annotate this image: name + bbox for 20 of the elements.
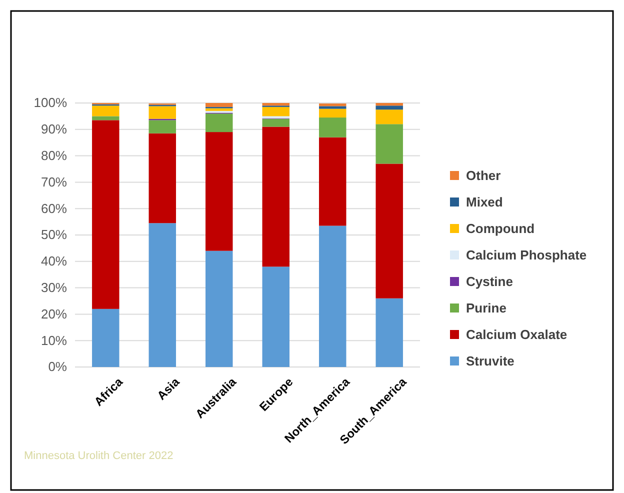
- y-tick-label: 30%: [40, 280, 68, 295]
- y-tick-label: 100%: [34, 95, 68, 110]
- y-tick-label: 90%: [40, 122, 68, 137]
- legend-label: Other: [466, 168, 501, 183]
- text: Minnesota Urolith Center 2022: [24, 450, 174, 462]
- legend-label: Calcium Phosphate: [466, 248, 587, 262]
- legend-label: Cystine: [466, 274, 513, 289]
- legend-label: Mixed: [466, 194, 503, 210]
- y-tick-label: 0%: [48, 359, 68, 374]
- legend-label: Purine: [466, 300, 506, 316]
- y-tick-label: 40%: [40, 254, 68, 269]
- y-tick-label: 10%: [40, 332, 68, 348]
- legend-label: Compound: [466, 221, 535, 236]
- y-tick-label: 50%: [40, 227, 68, 242]
- y-tick-label: 60%: [40, 200, 68, 216]
- y-tick-label: 80%: [40, 148, 68, 163]
- legend-label: Struvite: [466, 354, 514, 368]
- legend-label: Calcium Oxalate: [466, 327, 568, 342]
- y-tick-label: 20%: [40, 306, 68, 322]
- y-tick-label: 70%: [40, 174, 68, 190]
